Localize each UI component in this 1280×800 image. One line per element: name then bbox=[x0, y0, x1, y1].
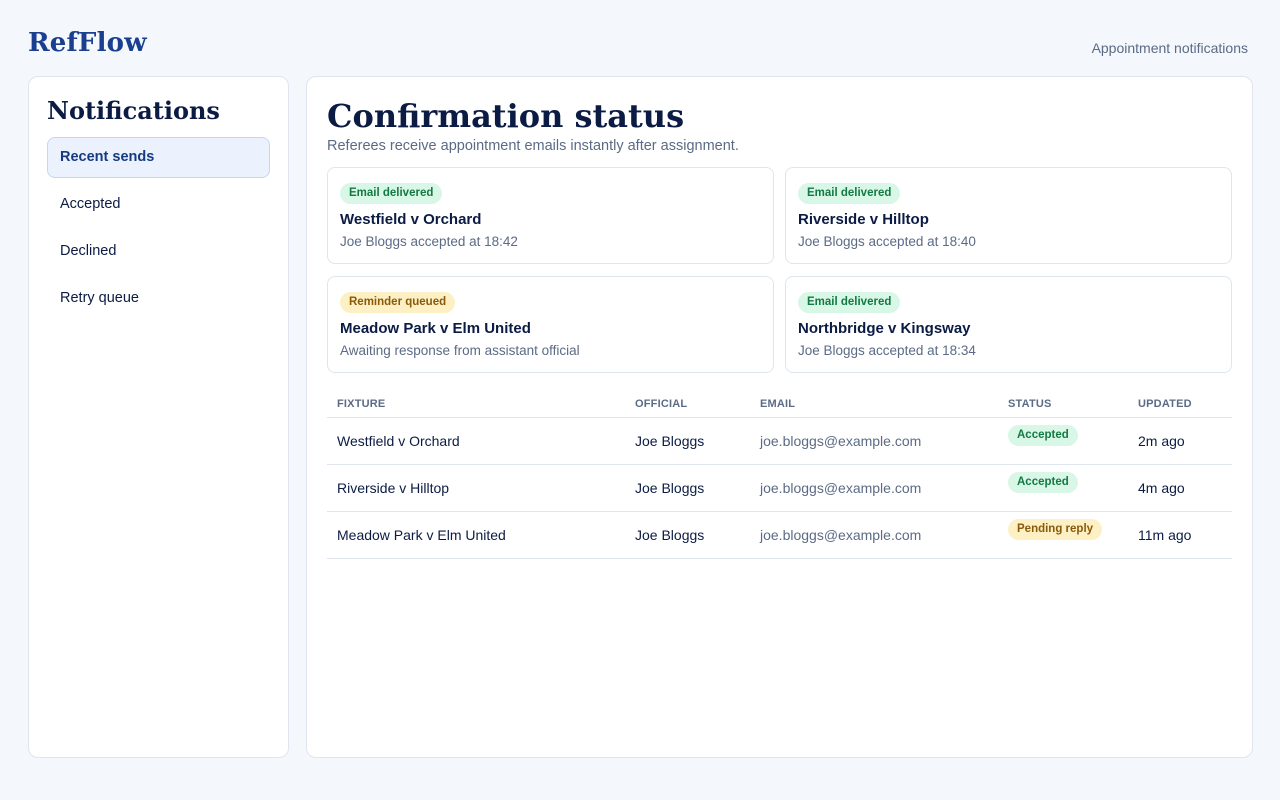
sidebar-item-declined[interactable]: Declined bbox=[60, 243, 117, 259]
sidebar-title: Notifications bbox=[47, 96, 220, 125]
cell-official: Joe Bloggs bbox=[625, 464, 750, 512]
table-row[interactable]: Riverside v Hilltop Joe Bloggs joe.blogg… bbox=[327, 464, 1232, 512]
table-row[interactable]: Westfield v Orchard Joe Bloggs joe.blogg… bbox=[327, 417, 1232, 465]
table-row[interactable]: Meadow Park v Elm United Joe Bloggs joe.… bbox=[327, 511, 1232, 559]
cell-fixture: Meadow Park v Elm United bbox=[327, 511, 625, 559]
status-badge: Pending reply bbox=[1008, 519, 1103, 540]
column-header-official[interactable]: OFFICIAL bbox=[625, 391, 750, 418]
sidebar: Notifications Recent sends Accepted Decl… bbox=[28, 76, 289, 758]
cell-status: Accepted bbox=[998, 417, 1128, 465]
column-header-status[interactable]: STATUS bbox=[998, 391, 1128, 418]
card-detail: Joe Bloggs accepted at 18:40 bbox=[798, 234, 976, 249]
cell-status: Accepted bbox=[998, 464, 1128, 512]
page-subtitle: Referees receive appointment emails inst… bbox=[327, 138, 739, 154]
status-badge: Email delivered bbox=[798, 183, 901, 204]
status-badge: Email delivered bbox=[798, 292, 901, 313]
table-header-row: FIXTURE OFFICIAL EMAIL STATUS UPDATED bbox=[327, 391, 1232, 418]
status-card[interactable]: Reminder queued Meadow Park v Elm United… bbox=[327, 276, 774, 373]
status-card[interactable]: Email delivered Westfield v Orchard Joe … bbox=[327, 167, 774, 264]
card-detail: Awaiting response from assistant officia… bbox=[340, 343, 580, 358]
sidebar-item-retry-queue[interactable]: Retry queue bbox=[60, 290, 139, 306]
status-card[interactable]: Email delivered Riverside v Hilltop Joe … bbox=[785, 167, 1232, 264]
page-title: Confirmation status bbox=[327, 97, 685, 135]
column-header-email[interactable]: EMAIL bbox=[750, 391, 998, 418]
cell-updated: 2m ago bbox=[1128, 417, 1232, 465]
cell-official: Joe Bloggs bbox=[625, 511, 750, 559]
cell-email: joe.bloggs@example.com bbox=[750, 464, 998, 512]
column-header-fixture[interactable]: FIXTURE bbox=[327, 391, 625, 418]
sidebar-item-recent-sends[interactable]: Recent sends bbox=[47, 137, 270, 178]
notifications-table: FIXTURE OFFICIAL EMAIL STATUS UPDATED We… bbox=[327, 391, 1232, 559]
card-fixture: Meadow Park v Elm United bbox=[340, 320, 531, 337]
status-card[interactable]: Email delivered Northbridge v Kingsway J… bbox=[785, 276, 1232, 373]
card-detail: Joe Bloggs accepted at 18:34 bbox=[798, 343, 976, 358]
card-fixture: Riverside v Hilltop bbox=[798, 211, 929, 228]
status-badge: Accepted bbox=[1008, 472, 1078, 493]
main-panel: Confirmation status Referees receive app… bbox=[306, 76, 1253, 758]
status-badge: Email delivered bbox=[340, 183, 443, 204]
cell-email: joe.bloggs@example.com bbox=[750, 417, 998, 465]
cell-email: joe.bloggs@example.com bbox=[750, 511, 998, 559]
status-cards: Email delivered Westfield v Orchard Joe … bbox=[327, 167, 1232, 373]
cell-status: Pending reply bbox=[998, 511, 1128, 559]
cell-updated: 11m ago bbox=[1128, 511, 1232, 559]
status-badge: Accepted bbox=[1008, 425, 1078, 446]
page-section-label: Appointment notifications bbox=[1091, 40, 1248, 56]
app-logo[interactable]: RefFlow bbox=[28, 28, 147, 58]
card-detail: Joe Bloggs accepted at 18:42 bbox=[340, 234, 518, 249]
cell-fixture: Riverside v Hilltop bbox=[327, 464, 625, 512]
card-fixture: Westfield v Orchard bbox=[340, 211, 482, 228]
cell-fixture: Westfield v Orchard bbox=[327, 417, 625, 465]
status-badge: Reminder queued bbox=[340, 292, 456, 313]
cell-official: Joe Bloggs bbox=[625, 417, 750, 465]
column-header-updated[interactable]: UPDATED bbox=[1128, 391, 1232, 418]
sidebar-item-accepted[interactable]: Accepted bbox=[60, 196, 121, 212]
card-fixture: Northbridge v Kingsway bbox=[798, 320, 971, 337]
cell-updated: 4m ago bbox=[1128, 464, 1232, 512]
